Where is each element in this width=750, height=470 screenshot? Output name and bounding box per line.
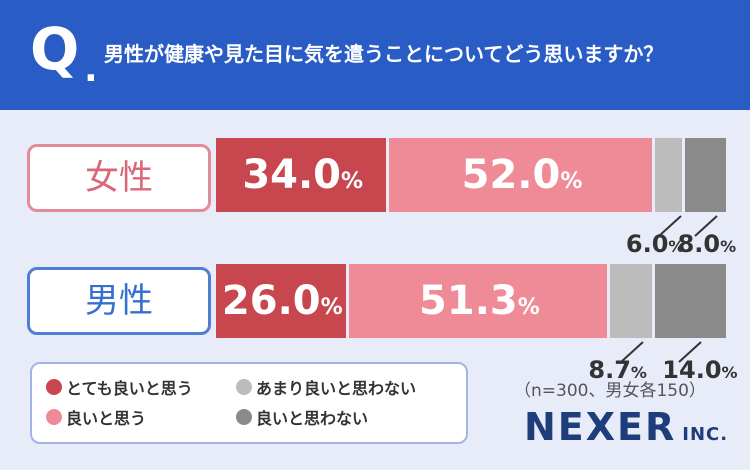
male-leader-line-not-good [678, 341, 702, 363]
female-leader-line-not-good [693, 215, 718, 237]
legend-dot-not-very-icon [236, 379, 252, 395]
sample-note: （n=300、男女各150） [514, 381, 706, 401]
legend-label-not-good: 良いと思わない [256, 409, 369, 428]
female-stacked-bar: 34.0% 52.0% [216, 138, 726, 212]
male-value-label-not-very: 8.7% [588, 356, 647, 384]
legend-dot-not-good-icon [236, 409, 252, 425]
female-leader-line-not-very [658, 215, 682, 237]
female-value-label-good: 52.0% [461, 152, 583, 198]
question-header: Q . 男性が健康や見た目に気を遣うことについてどう思いますか？ [0, 0, 750, 110]
legend-item-not-very: あまり良いと思わない [236, 376, 416, 398]
female-value-label-not-good: 8.0% [677, 230, 737, 258]
legend: とても良いと思う あまり良いと思わない 良いと思う 良いと思わない [30, 362, 468, 444]
legend-label-good: 良いと思う [66, 409, 147, 428]
nexer-logo: NEXER INC. [524, 408, 728, 446]
question-text: 男性が健康や見た目に気を遣うことについてどう思いますか？ [104, 42, 664, 66]
male-bar-segment-good [348, 264, 608, 338]
male-bar-segment-not-very [610, 264, 652, 338]
logo-main: NEXER [524, 405, 677, 449]
male-bar-segment-very-good [216, 264, 346, 338]
q-dot: . [84, 49, 98, 90]
male-value-label-good: 51.3% [419, 278, 540, 324]
legend-dot-very-good-icon [46, 379, 62, 395]
female-value-label-not-very: 6.0% [625, 230, 685, 258]
female-value-label-very-good: 34.0% [242, 152, 364, 198]
legend-item-good: 良いと思う [46, 406, 146, 428]
female-bar-segment-not-good [685, 138, 726, 212]
male-value-label-very-good: 26.0% [221, 278, 343, 324]
male-row-label: 男性 [27, 267, 211, 335]
legend-label-very-good: とても良いと思う [66, 379, 193, 398]
male-stacked-bar: 26.0% 51.3% [216, 264, 726, 338]
female-row-label: 女性 [27, 144, 211, 212]
female-bar-segment-good [389, 138, 652, 212]
legend-item-not-good: 良いと思わない [236, 406, 368, 428]
female-bar-segment-very-good [216, 138, 387, 212]
female-bar-segment-not-very [654, 138, 683, 212]
q-mark: Q [30, 15, 80, 83]
male-leader-line-not-very [620, 341, 645, 363]
male-value-label-not-good: 14.0% [662, 356, 738, 384]
legend-item-very-good: とても良いと思う [46, 376, 193, 398]
legend-dot-good-icon [46, 409, 62, 425]
legend-label-not-very: あまり良いと思わない [256, 379, 417, 398]
male-bar-segment-not-good [654, 264, 726, 338]
logo-suffix: INC. [682, 424, 729, 445]
